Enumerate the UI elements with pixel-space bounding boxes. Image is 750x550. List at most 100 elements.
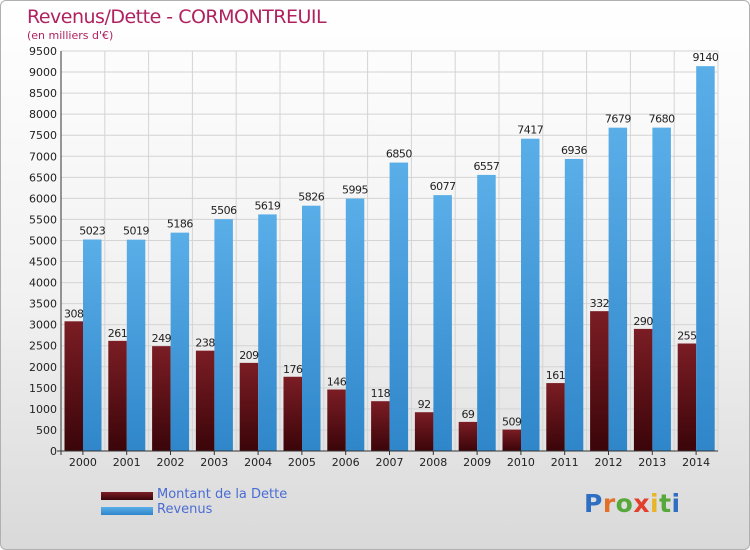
bar-debt (327, 389, 346, 451)
x-tick-label: 2013 (638, 456, 666, 469)
bar-revenue (389, 162, 409, 451)
y-tick-label: 0 (50, 445, 57, 458)
y-tick-label: 1500 (29, 382, 57, 395)
x-tick-label: 2002 (157, 456, 185, 469)
y-tick-label: 500 (36, 424, 57, 437)
bar-revenue (170, 232, 190, 451)
bar-revenue (83, 239, 102, 451)
data-label-debt: 69 (461, 408, 474, 421)
x-tick-label: 2014 (682, 456, 710, 469)
chart-subtitle: (en milliers d'€) (27, 29, 114, 42)
x-tick-label: 2005 (288, 456, 316, 469)
bar-revenue (652, 127, 671, 451)
x-tick-label: 2011 (551, 456, 579, 469)
x-tick-label: 2007 (376, 456, 404, 469)
x-tick-label: 2010 (507, 456, 535, 469)
y-tick-label: 5500 (29, 213, 57, 226)
bar-debt (239, 362, 259, 451)
y-tick-label: 1000 (29, 403, 57, 416)
bar-revenue (608, 127, 628, 452)
y-tick-label: 2000 (29, 361, 57, 374)
bars (64, 66, 715, 452)
bar-revenue (477, 174, 496, 452)
data-label-debt: 509 (502, 416, 522, 429)
y-tick-label: 9000 (29, 66, 57, 79)
y-tick-label: 9500 (29, 45, 57, 58)
bar-debt (371, 401, 390, 451)
bar-debt (502, 429, 521, 451)
bar-revenue (564, 158, 584, 452)
y-tick-label: 6500 (29, 171, 57, 184)
bar-revenue (126, 239, 146, 451)
y-tick-label: 5000 (29, 234, 57, 247)
data-label-debt: 176 (283, 363, 303, 376)
data-label-revenue: 5023 (79, 225, 105, 238)
bar-revenue (345, 198, 365, 451)
bar-revenue (214, 219, 233, 451)
bar-debt (108, 340, 127, 451)
bar-revenue (433, 195, 452, 451)
data-label-revenue: 6936 (561, 144, 587, 157)
data-label-debt: 92 (418, 398, 431, 411)
bar-revenue (302, 205, 321, 451)
y-tick-label: 4500 (29, 256, 57, 269)
x-tick-label: 2009 (463, 456, 491, 469)
data-label-debt: 118 (371, 387, 391, 400)
bar-debt (195, 350, 215, 451)
data-label-debt: 161 (546, 369, 566, 382)
bar-debt (152, 346, 171, 451)
data-label-debt: 146 (327, 375, 347, 388)
data-label-revenue: 5186 (167, 218, 193, 231)
legend-label-debt: Montant de la Dette (157, 487, 288, 502)
y-tick-label: 3500 (29, 298, 57, 311)
bar-debt (546, 383, 565, 451)
data-label-debt: 290 (633, 315, 653, 328)
chart-title: Revenus/Dette - CORMONTREUIL (27, 6, 327, 28)
bar-debt (283, 376, 302, 451)
y-tick-label: 2500 (29, 340, 57, 353)
bar-revenue (258, 214, 277, 451)
data-label-debt: 255 (677, 330, 697, 343)
data-label-revenue: 5619 (254, 199, 280, 212)
x-tick-label: 2012 (595, 456, 623, 469)
y-tick-label: 7000 (29, 150, 57, 163)
y-tick-label: 4000 (29, 277, 57, 290)
data-label-debt: 249 (152, 332, 172, 345)
legend-swatch-revenue (101, 507, 153, 515)
data-label-revenue: 6077 (430, 180, 456, 193)
bar-debt (458, 421, 478, 451)
data-label-revenue: 5995 (342, 184, 368, 197)
data-label-debt: 332 (590, 297, 610, 310)
value-labels: 308 5023 261 5019 249 5186 238 5506 209 5619 176 58… (64, 51, 719, 428)
bar-debt (590, 311, 609, 451)
y-tick-label: 8000 (29, 108, 57, 121)
x-tick-label: 2008 (419, 456, 447, 469)
bar-debt (64, 321, 83, 451)
bar-revenue (521, 138, 540, 451)
data-label-revenue: 7680 (649, 113, 675, 126)
bar-debt (677, 343, 697, 451)
data-label-debt: 308 (64, 307, 84, 320)
y-tick-label: 8500 (29, 87, 57, 100)
x-tick-label: 2004 (244, 456, 272, 469)
y-tick-label: 3000 (29, 319, 57, 332)
bar-revenue (696, 66, 715, 451)
x-tick-label: 2001 (113, 456, 141, 469)
legend-swatch-debt (101, 492, 153, 500)
bar-debt (414, 412, 434, 451)
proxiti-logo: Proxiti (584, 489, 681, 518)
data-label-debt: 261 (108, 327, 128, 340)
bar-debt (633, 328, 653, 451)
data-label-debt: 238 (195, 337, 215, 350)
data-label-revenue: 7417 (517, 124, 543, 137)
legend-label-revenue: Revenus (157, 502, 213, 517)
data-label-revenue: 5506 (211, 204, 237, 217)
data-label-revenue: 9140 (692, 51, 718, 64)
y-tick-label: 7500 (29, 129, 57, 142)
data-label-revenue: 5826 (298, 191, 324, 204)
data-label-revenue: 6557 (473, 160, 499, 173)
data-label-revenue: 6850 (386, 148, 412, 161)
data-label-debt: 209 (239, 349, 259, 362)
